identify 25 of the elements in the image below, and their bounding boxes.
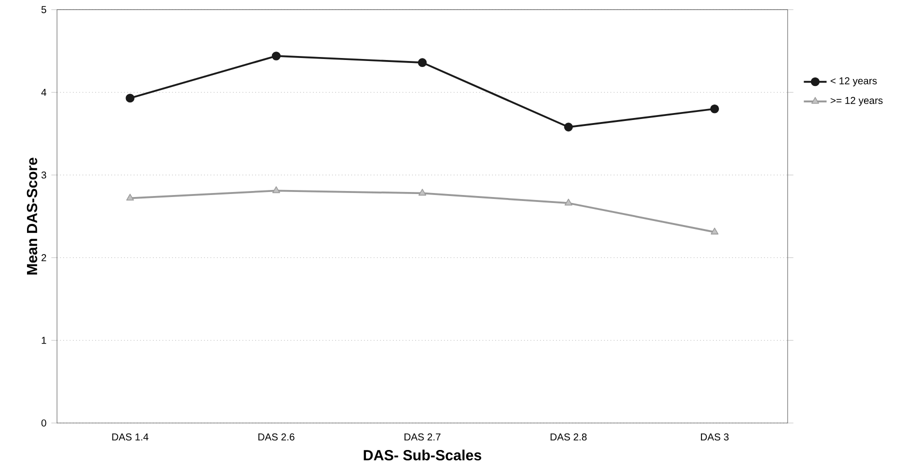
point xyxy=(418,58,427,67)
x-tick-label: DAS 2.7 xyxy=(404,433,440,440)
legend-label: < 12 years xyxy=(830,77,877,86)
x-tick-label: DAS 3 xyxy=(700,433,729,440)
x-tick-label: DAS 1.4 xyxy=(112,433,148,440)
y-tick-label: 3 xyxy=(41,171,46,179)
legend-label: >= 12 years xyxy=(830,96,883,106)
point xyxy=(126,194,134,201)
point xyxy=(418,188,426,196)
point xyxy=(272,52,281,60)
point xyxy=(710,104,720,114)
point xyxy=(564,122,573,132)
y-tick-label: 1 xyxy=(42,336,46,344)
point xyxy=(710,228,718,234)
x-tick-label: DAS 2.6 xyxy=(258,433,294,440)
y-tick-label: 0 xyxy=(41,419,46,427)
x-tick-label: DAS 2.8 xyxy=(550,433,587,440)
y-axis-title: Mean DAS-Score xyxy=(26,158,38,274)
point xyxy=(126,94,134,103)
point xyxy=(564,198,572,206)
y-tick-label: 5 xyxy=(41,6,46,14)
point xyxy=(272,186,280,194)
x-axis-title: DAS- Sub-Scales xyxy=(364,450,482,460)
y-tick-label: 4 xyxy=(41,88,46,96)
y-tick-label: 2 xyxy=(42,254,46,262)
